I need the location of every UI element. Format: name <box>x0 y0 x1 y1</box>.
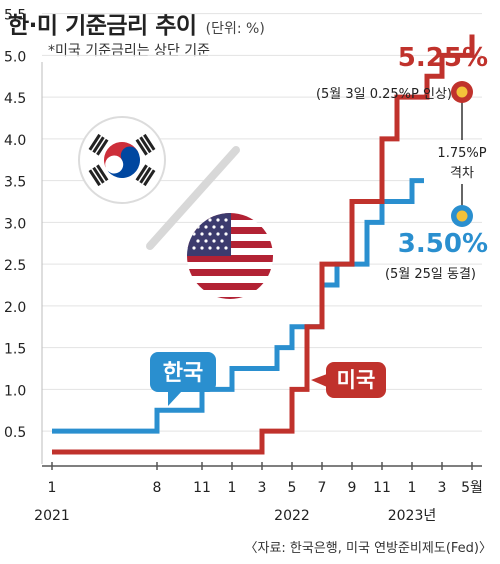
slash-divider-icon <box>146 146 240 250</box>
usa-flag-icon <box>187 213 273 299</box>
y-tick-label: 5.0 <box>4 49 26 65</box>
x-tick-label: 5 <box>288 480 297 496</box>
y-tick-label: 3.5 <box>4 175 26 191</box>
y-tick-label: 2.5 <box>4 258 26 274</box>
usa-value-callout: 5.25% <box>398 43 488 73</box>
y-tick-label: 0.5 <box>4 425 26 441</box>
x-tick-label: 9 <box>348 480 357 496</box>
y-tick-label: 4.5 <box>4 91 26 107</box>
y-tick-label: 2.0 <box>4 300 26 316</box>
usa-endpoint-dot <box>451 81 473 103</box>
y-tick-label: 1.0 <box>4 383 26 399</box>
gap-value: 1.75%P <box>437 146 486 161</box>
y-tick-label: 4.0 <box>4 133 26 149</box>
korea-flag-icon <box>78 116 166 204</box>
series-lines <box>52 34 475 455</box>
x-tick-label: 11 <box>373 480 391 496</box>
year-label: 2021 <box>34 508 70 524</box>
gap-label: 격차 <box>450 166 474 181</box>
x-tick-label: 1 <box>48 480 57 496</box>
usa-rate-line <box>52 34 475 455</box>
x-tick-label: 7 <box>318 480 327 496</box>
x-tick-label: 1 <box>228 480 237 496</box>
x-tick-label: 11 <box>193 480 211 496</box>
unit-label: (단위: %) <box>205 21 265 37</box>
x-tick-label: 8 <box>153 480 162 496</box>
usa-series-label: 미국 <box>337 368 376 392</box>
year-label: 2022 <box>274 508 310 524</box>
gap-label-bg <box>424 140 500 184</box>
chart-title-row: 한·미 기준금리 추이 (단위: %) <box>8 6 265 40</box>
korea-series-tag: 한국 <box>150 352 216 406</box>
y-tick-label: 3.0 <box>4 216 26 232</box>
x-tick-label: 3 <box>258 480 267 496</box>
x-tick-label: 1 <box>408 480 417 496</box>
chart-title: 한·미 기준금리 추이 <box>8 13 197 39</box>
x-tick-label: 3 <box>438 480 447 496</box>
y-tick-label: 1.5 <box>4 342 26 358</box>
usa-series-tag: 미국 <box>311 362 386 398</box>
korea-value-callout: 3.50% <box>398 229 488 259</box>
korea-note: (5월 25일 동결) <box>385 267 476 282</box>
x-tick-label: 5월 <box>461 480 483 496</box>
korea-series-label: 한국 <box>163 361 203 386</box>
usa-note: (5월 3일 0.25%P 인상) <box>316 87 452 102</box>
source-note: 〈자료: 한국은행, 미국 연방준비제도(Fed)〉 <box>244 541 492 556</box>
year-label: 2023년 <box>388 508 437 524</box>
korea-endpoint-dot <box>451 205 473 227</box>
y-tick-label: 5.5 <box>4 8 26 24</box>
y-axis: 0.5 1.0 1.5 2.0 2.5 3.0 3.5 4.0 4.5 5.0 5.5 <box>4 8 43 464</box>
